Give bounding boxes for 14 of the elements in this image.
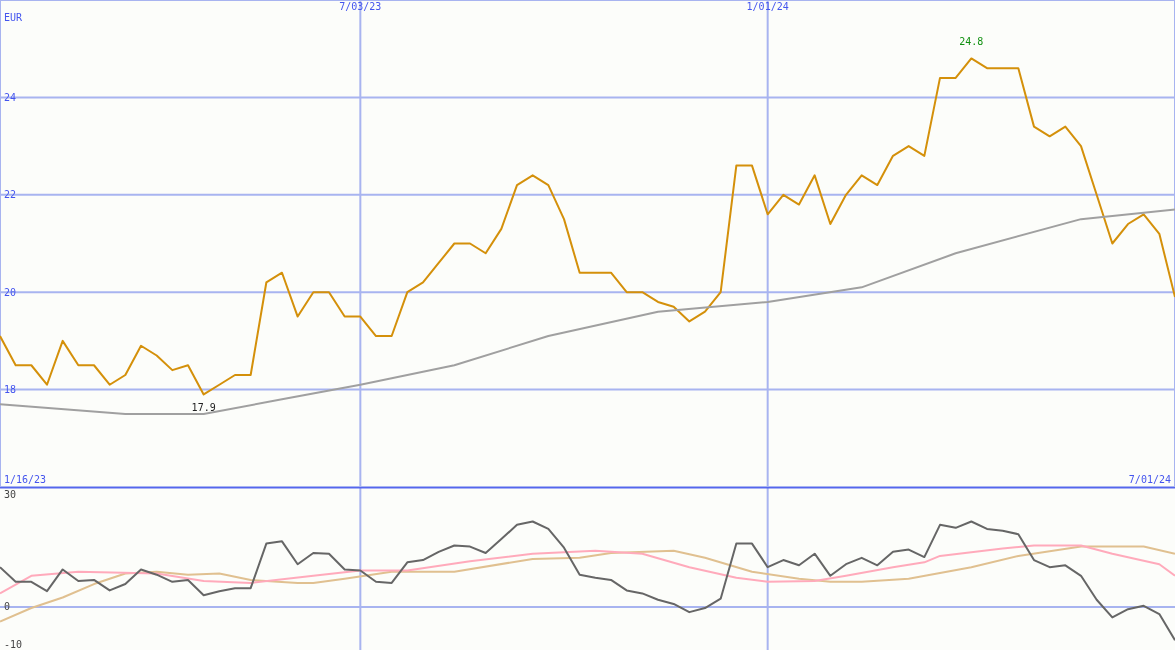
y-tick-label: 30 bbox=[4, 488, 17, 500]
y-tick-label: 24 bbox=[4, 91, 17, 103]
annotation: 17.9 bbox=[191, 402, 216, 414]
annotation: 24.8 bbox=[959, 36, 984, 48]
annotation: 7/01/24 bbox=[1128, 474, 1171, 485]
y-tick-label: 22 bbox=[4, 189, 17, 201]
y-tick-label: 0 bbox=[4, 601, 11, 613]
y-axis-title: EUR bbox=[4, 12, 23, 23]
annotation: 1/16/23 bbox=[4, 474, 47, 485]
y-tick-label: 18 bbox=[4, 384, 17, 396]
x-tick-label: 7/03/23 bbox=[339, 1, 382, 12]
x-tick-label: 1/01/24 bbox=[746, 1, 789, 12]
y-tick-label: 20 bbox=[4, 286, 17, 298]
y-tick-label: -10 bbox=[4, 638, 23, 650]
